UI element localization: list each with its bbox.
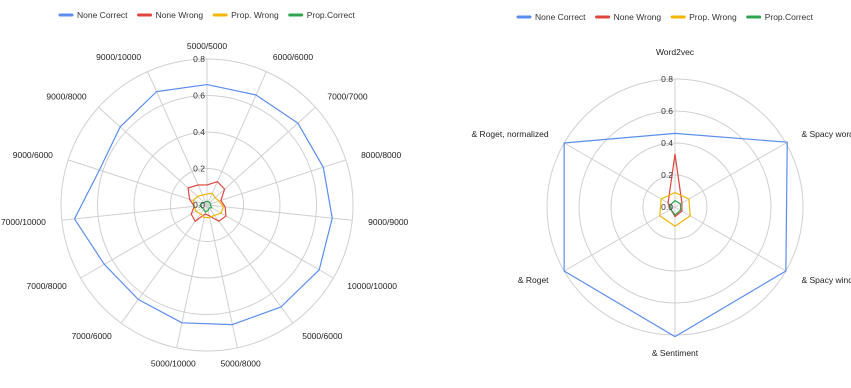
series <box>563 132 788 338</box>
legend-item-prop-wrong: Prop. Wrong <box>670 12 737 22</box>
grid-spoke <box>61 204 208 221</box>
grid <box>546 78 804 336</box>
grid-spoke <box>206 159 347 206</box>
legend-label-none-correct: None Correct <box>535 12 586 22</box>
grid-spoke <box>206 106 316 206</box>
grid-spoke <box>67 159 208 206</box>
series-line-prop-wrong <box>192 192 224 219</box>
legend-item-none-correct: None Correct <box>516 12 586 22</box>
category-label-9000-8000: 9000/8000 <box>46 92 86 102</box>
category-label-9000-6000: 9000/6000 <box>13 150 53 160</box>
legend-item-prop-correct: Prop.Correct <box>746 12 814 22</box>
legend-item-none-wrong: None Wrong <box>137 10 204 20</box>
category-label-roget: & Roget <box>518 275 549 285</box>
grid-spoke <box>563 206 676 272</box>
legend-item-prop-wrong: Prop. Wrong <box>212 10 279 20</box>
legend-item-prop-correct: Prop.Correct <box>288 10 356 20</box>
radar-chart-left: None Correct None Wrong Prop. Wrong Prop.Co… <box>1 10 409 368</box>
legend-label-none-wrong: None Wrong <box>614 12 662 22</box>
series <box>73 83 333 326</box>
category-label-5000-8000: 5000/8000 <box>221 358 261 368</box>
series-line-none-correct <box>73 83 333 326</box>
grid-spoke <box>206 204 294 324</box>
tick-label: 0.8 <box>193 54 205 64</box>
category-label-7000-10000: 7000/10000 <box>1 217 46 227</box>
grid-spoke <box>206 71 267 206</box>
grid <box>60 58 354 352</box>
category-label-spacy-word-v: & Spacy word v. <box>801 129 851 139</box>
legend-item-none-correct: None Correct <box>58 10 128 20</box>
category-label-spacy-window-v: & Spacy window v. <box>801 275 851 285</box>
category-label-word2vec: Word2vec <box>656 47 695 57</box>
legend-label-none-correct: None Correct <box>77 10 128 20</box>
category-label-9000-10000: 9000/10000 <box>96 52 141 62</box>
legend-label-prop-correct: Prop.Correct <box>765 12 814 22</box>
series-line-prop-correct <box>670 200 682 216</box>
series-line-none-wrong <box>187 181 227 222</box>
category-label-7000-7000: 7000/7000 <box>327 92 367 102</box>
category-label-8000-8000: 8000/8000 <box>361 150 401 160</box>
radar-chart-right: None Correct None Wrong Prop. Wrong Prop.Co… <box>472 12 851 358</box>
grid-spoke <box>206 204 353 221</box>
legend-label-prop-wrong: Prop. Wrong <box>231 10 279 20</box>
category-label-7000-6000: 7000/6000 <box>72 331 112 341</box>
tick-label: 0.2 <box>193 164 205 174</box>
tick-label: 0.6 <box>661 106 673 116</box>
grid-spoke <box>147 71 208 206</box>
legend: None Correct None Wrong Prop. Wrong Prop.Co… <box>516 12 814 22</box>
grid-spoke <box>563 142 676 208</box>
tick-labels: 0.0 0.2 0.4 0.6 0.8 <box>193 54 205 210</box>
series-line-prop-correct <box>199 200 213 213</box>
category-labels: Word2vec & Spacy word v. & Spacy window v.… <box>472 47 851 358</box>
category-label-7000-8000: 7000/8000 <box>27 281 67 291</box>
grid-spoke <box>80 204 208 279</box>
category-label-roget-normalized: & Roget, normalized <box>472 129 549 139</box>
legend-label-prop-correct: Prop.Correct <box>307 10 356 20</box>
grid-spoke <box>674 142 787 208</box>
tick-label: 0.6 <box>193 91 205 101</box>
tick-labels: 0.0 0.2 0.4 0.6 0.8 <box>661 74 673 212</box>
category-label-5000-6000: 5000/6000 <box>302 331 342 341</box>
category-label-5000-5000: 5000/5000 <box>187 41 227 51</box>
tick-label: 0.8 <box>661 74 673 84</box>
tick-label: 0.2 <box>661 170 673 180</box>
tick-label: 0.0 <box>661 202 673 212</box>
grid-spoke <box>120 204 208 324</box>
tick-label: 0.4 <box>661 138 673 148</box>
legend-label-prop-wrong: Prop. Wrong <box>689 12 737 22</box>
legend: None Correct None Wrong Prop. Wrong Prop.Co… <box>58 10 356 20</box>
grid-spoke <box>98 106 208 206</box>
category-label-10000-10000: 10000/10000 <box>347 281 397 291</box>
grid-spoke <box>674 206 787 272</box>
legend-item-none-wrong: None Wrong <box>595 12 662 22</box>
category-label-5000-10000: 5000/10000 <box>151 358 196 368</box>
tick-label: 0.0 <box>193 200 205 210</box>
series-line-prop-wrong <box>659 192 691 227</box>
category-labels: 5000/5000 6000/6000 7000/7000 8000/8000 9000… <box>1 41 409 368</box>
legend-label-none-wrong: None Wrong <box>156 10 204 20</box>
series-line-none-correct <box>563 132 788 338</box>
category-label-9000-9000: 9000/9000 <box>368 217 408 227</box>
category-label-6000-6000: 6000/6000 <box>273 52 313 62</box>
grid-spoke <box>206 204 334 279</box>
series-line-none-wrong <box>667 153 683 218</box>
category-label-sentiment: & Sentiment <box>652 348 699 358</box>
grid-spoke <box>176 204 208 348</box>
tick-label: 0.4 <box>193 127 205 137</box>
